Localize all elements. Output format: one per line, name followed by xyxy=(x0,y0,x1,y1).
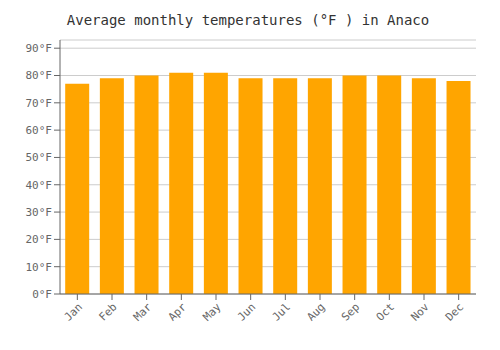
svg-text:Jun: Jun xyxy=(235,300,258,323)
svg-text:Jan: Jan xyxy=(62,300,85,323)
svg-text:0°F: 0°F xyxy=(32,288,52,301)
svg-text:Nov: Nov xyxy=(408,300,432,324)
svg-text:20°F: 20°F xyxy=(26,233,53,246)
svg-text:90°F: 90°F xyxy=(26,42,53,55)
svg-text:80°F: 80°F xyxy=(26,69,53,82)
svg-text:Dec: Dec xyxy=(443,300,466,323)
svg-text:Sep: Sep xyxy=(339,300,362,323)
html-text:Average monthly temperatures (: Average monthly temperatures (°F ) in An… xyxy=(66,12,430,28)
svg-text:30°F: 30°F xyxy=(26,206,53,219)
svg-text:Aug: Aug xyxy=(304,300,327,323)
svg-text:May: May xyxy=(200,300,224,324)
svg-text:Jul: Jul xyxy=(270,300,293,323)
svg-text:Mar: Mar xyxy=(131,300,155,324)
svg-text:Oct: Oct xyxy=(374,300,397,323)
svg-text:50°F: 50°F xyxy=(26,151,53,164)
svg-text:70°F: 70°F xyxy=(26,97,53,110)
svg-text:Apr: Apr xyxy=(166,300,190,324)
svg-text:10°F: 10°F xyxy=(26,261,53,274)
svg-text:Feb: Feb xyxy=(96,300,119,323)
svg-text:40°F: 40°F xyxy=(26,179,53,192)
svg-text:60°F: 60°F xyxy=(26,124,53,137)
